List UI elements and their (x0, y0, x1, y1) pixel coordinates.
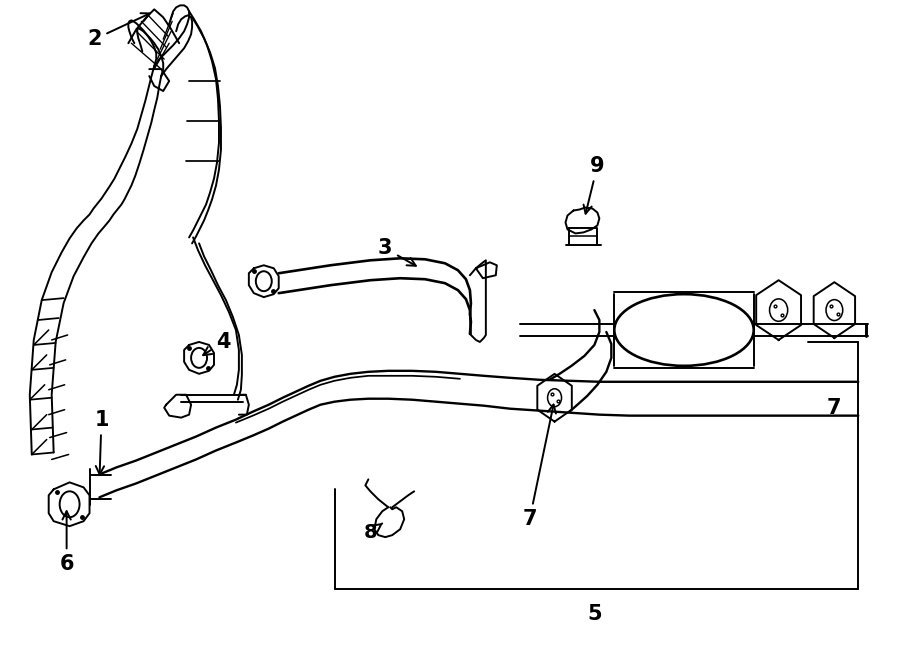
Text: 7: 7 (522, 405, 556, 529)
Text: 8: 8 (364, 523, 382, 541)
Text: 2: 2 (87, 13, 149, 49)
Text: 9: 9 (583, 156, 605, 214)
Text: 7: 7 (826, 398, 841, 418)
Text: 6: 6 (59, 511, 74, 574)
Text: 5: 5 (587, 603, 602, 624)
Text: 1: 1 (94, 410, 109, 475)
Text: 3: 3 (378, 239, 416, 266)
Text: 4: 4 (203, 332, 230, 355)
